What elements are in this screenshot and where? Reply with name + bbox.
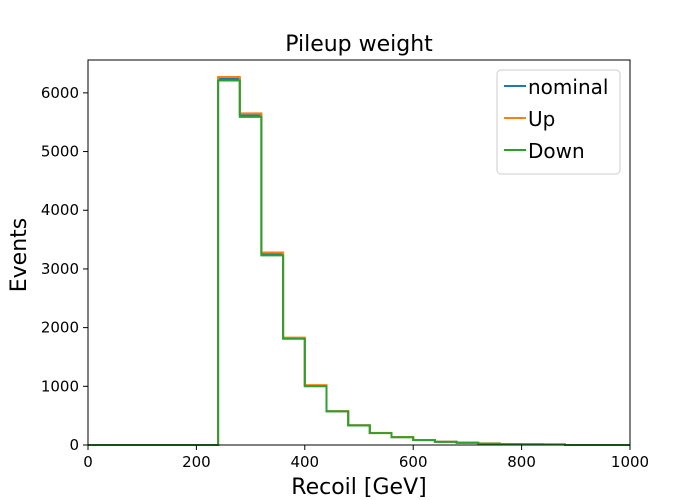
y-tick-label: 2000 (41, 319, 79, 337)
x-axis-label: Recoil [GeV] (291, 475, 426, 500)
chart-title: Pileup weight (285, 32, 433, 57)
x-axis-ticks: 0 200 400 600 800 1000 (83, 445, 649, 471)
x-tick-label: 0 (83, 453, 93, 471)
y-tick-label: 1000 (41, 377, 79, 395)
x-tick-label: 600 (399, 453, 428, 471)
x-tick-label: 400 (290, 453, 319, 471)
y-tick-label: 4000 (41, 201, 79, 219)
legend: nominal Up Down (496, 69, 621, 175)
x-tick-label: 800 (507, 453, 536, 471)
y-tick-label: 3000 (41, 260, 79, 278)
legend-label-down: Down (528, 139, 585, 163)
y-tick-label: 6000 (41, 84, 79, 102)
y-tick-label: 5000 (41, 143, 79, 161)
axes-frame (87, 59, 631, 446)
x-tick-label: 200 (182, 453, 211, 471)
legend-label-up: Up (528, 107, 555, 131)
x-tick-label: 1000 (611, 453, 649, 471)
y-axis-label: Events (7, 218, 32, 293)
legend-label-nominal: nominal (528, 75, 608, 99)
y-axis-ticks: 0 1000 2000 3000 4000 5000 6000 (41, 84, 88, 454)
y-tick-label: 0 (69, 436, 79, 454)
series-layer (88, 76, 630, 446)
legend-box (496, 69, 621, 175)
series-line-down (88, 79, 630, 446)
